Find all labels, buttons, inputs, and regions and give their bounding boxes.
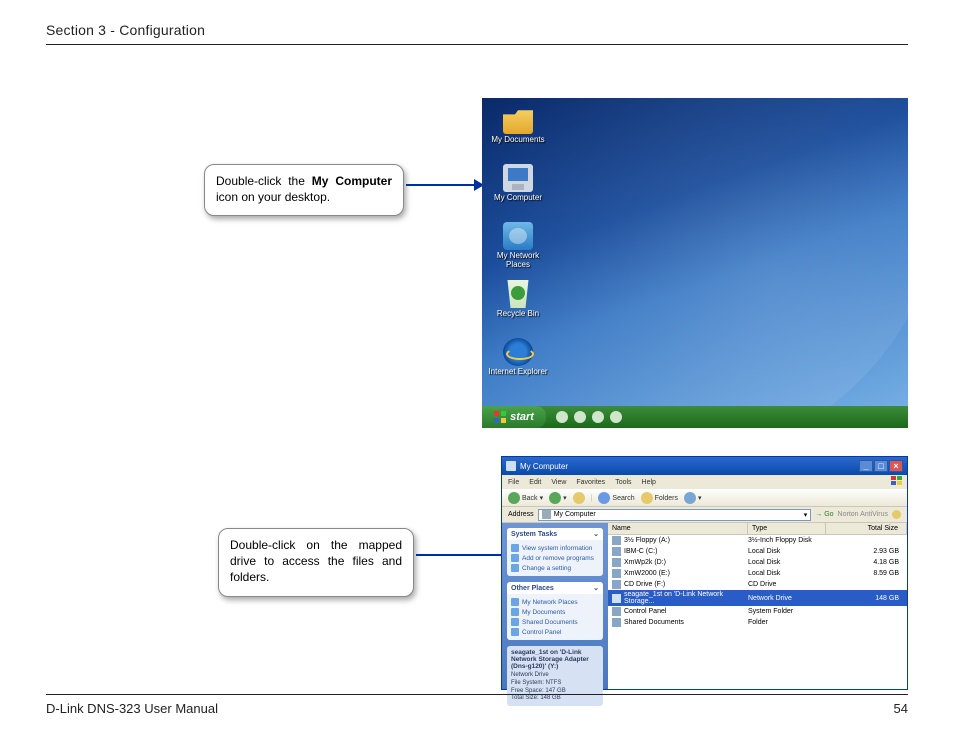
arrow-to-my-computer — [406, 177, 484, 193]
windows-logo-icon — [494, 411, 506, 423]
footer-page: 54 — [894, 701, 908, 716]
up-icon — [573, 492, 585, 504]
drive-icon — [612, 558, 621, 567]
callout1-pre: Double-click the — [216, 174, 312, 188]
system-tasks-header[interactable]: System Tasks⌄ — [507, 528, 603, 540]
screenshot-desktop: My Documents My Computer My Network Places… — [482, 98, 908, 428]
back-button[interactable]: Back ▾ — [508, 492, 543, 504]
other-places-header[interactable]: Other Places⌄ — [507, 582, 603, 594]
other-place-link[interactable]: My Documents — [511, 607, 599, 617]
start-button[interactable]: start — [482, 406, 546, 428]
menu-tools[interactable]: Tools — [615, 479, 631, 486]
other-place-link[interactable]: My Network Places — [511, 597, 599, 607]
other-place-link[interactable]: Control Panel — [511, 627, 599, 637]
menu-view[interactable]: View — [551, 479, 566, 486]
system-tasks-panel: System Tasks⌄ View system informationAdd… — [507, 528, 603, 576]
address-label: Address — [508, 511, 534, 518]
norton-icon — [892, 510, 901, 519]
tray — [556, 411, 622, 423]
folders-icon — [641, 492, 653, 504]
header-rule — [46, 44, 908, 45]
screenshot-my-computer-window: My Computer _ □ × File Edit View Favorites T… — [501, 456, 908, 690]
go-button[interactable]: → Go — [815, 511, 833, 518]
norton-label: Norton AntiVirus — [838, 511, 888, 518]
other-place-link[interactable]: Shared Documents — [511, 617, 599, 627]
sidebar: System Tasks⌄ View system informationAdd… — [502, 523, 608, 689]
toolbar: Back ▾ ▾ | Search Folders ▾ — [502, 489, 907, 507]
views-button[interactable]: ▾ — [684, 492, 702, 504]
forward-icon — [549, 492, 561, 504]
system-task-link[interactable]: Change a setting — [511, 563, 599, 573]
docs-icon — [503, 106, 533, 134]
titlebar: My Computer _ □ × — [502, 457, 907, 475]
details-name: seagate_1st on 'D-Link Network Storage A… — [511, 649, 599, 670]
comp-icon — [503, 164, 533, 192]
menu-favorites[interactable]: Favorites — [576, 479, 605, 486]
drive-row[interactable]: IBM-C (C:)Local Disk2.93 GB — [608, 546, 907, 557]
callout1-post: icon on your desktop. — [216, 190, 330, 204]
net-icon — [503, 222, 533, 250]
system-task-link[interactable]: View system information — [511, 543, 599, 553]
search-icon — [598, 492, 610, 504]
footer: D-Link DNS-323 User Manual 54 — [46, 694, 908, 716]
file-list: Name Type Total Size 3½ Floppy (A:)3½-In… — [608, 523, 907, 689]
drive-icon — [612, 607, 621, 616]
computer-icon — [542, 510, 551, 519]
system-task-link[interactable]: Add or remove programs — [511, 553, 599, 563]
drive-row[interactable]: XmWp2k (D:)Local Disk4.18 GB — [608, 557, 907, 568]
maximize-button[interactable]: □ — [874, 460, 888, 472]
drive-row[interactable]: seagate_1st on 'D-Link Network Storage..… — [608, 590, 907, 606]
desktop-icon-ie[interactable]: Internet Explorer — [488, 338, 548, 377]
callout-my-computer: Double-click the My Computer icon on you… — [204, 164, 404, 216]
drive-row[interactable]: Shared DocumentsFolder — [608, 617, 907, 628]
drive-icon — [612, 569, 621, 578]
callout-mapped-drive: Double-click on the mapped drive to acce… — [218, 528, 414, 597]
folders-button[interactable]: Folders — [641, 492, 678, 504]
search-button[interactable]: Search — [598, 492, 634, 504]
back-icon — [508, 492, 520, 504]
window-title: My Computer — [520, 462, 568, 471]
section-header: Section 3 - Configuration — [46, 22, 908, 38]
start-label: start — [510, 411, 534, 423]
drive-row[interactable]: Control PanelSystem Folder — [608, 606, 907, 617]
address-bar: Address My Computer ▾ → Go Norton AntiVi… — [502, 507, 907, 523]
col-type[interactable]: Type — [748, 523, 826, 534]
drive-row[interactable]: XmW2000 (E:)Local Disk8.59 GB — [608, 568, 907, 579]
address-value: My Computer — [554, 511, 596, 518]
other-places-panel: Other Places⌄ My Network PlacesMy Docume… — [507, 582, 603, 640]
menu-help[interactable]: Help — [642, 479, 656, 486]
views-icon — [684, 492, 696, 504]
drive-icon — [612, 547, 621, 556]
minimize-button[interactable]: _ — [859, 460, 873, 472]
menu-edit[interactable]: Edit — [529, 479, 541, 486]
bin-icon — [503, 280, 533, 308]
drive-icon — [612, 594, 621, 603]
menubar: File Edit View Favorites Tools Help — [502, 475, 907, 489]
titlebar-icon — [506, 461, 516, 471]
drive-row[interactable]: CD Drive (F:)CD Drive — [608, 579, 907, 590]
callout1-bold: My Computer — [312, 174, 392, 188]
close-button[interactable]: × — [889, 460, 903, 472]
address-field[interactable]: My Computer ▾ — [538, 509, 812, 521]
desktop-icon-net[interactable]: My Network Places — [488, 222, 548, 270]
drive-icon — [612, 618, 621, 627]
col-name[interactable]: Name — [608, 523, 748, 534]
callout2-text: Double-click on the mapped drive to acce… — [230, 538, 402, 584]
desktop-icon-comp[interactable]: My Computer — [488, 164, 548, 203]
desktop-icon-docs[interactable]: My Documents — [488, 106, 548, 145]
windows-flag-icon — [891, 476, 903, 486]
footer-manual: D-Link DNS-323 User Manual — [46, 701, 218, 716]
drive-icon — [612, 580, 621, 589]
up-button[interactable] — [573, 492, 585, 504]
column-headers: Name Type Total Size — [608, 523, 907, 535]
col-size[interactable]: Total Size — [826, 523, 907, 534]
ie-icon — [503, 338, 533, 366]
taskbar: start — [482, 406, 908, 428]
drive-icon — [612, 536, 621, 545]
drive-row[interactable]: 3½ Floppy (A:)3½-Inch Floppy Disk — [608, 535, 907, 546]
forward-button[interactable]: ▾ — [549, 492, 567, 504]
menu-file[interactable]: File — [508, 479, 519, 486]
desktop-icon-bin[interactable]: Recycle Bin — [488, 280, 548, 319]
